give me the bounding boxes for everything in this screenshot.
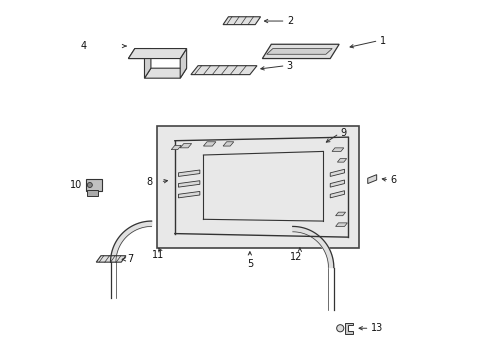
Polygon shape	[344, 323, 353, 334]
Text: 9: 9	[340, 128, 346, 138]
Polygon shape	[128, 49, 186, 59]
Polygon shape	[331, 148, 343, 152]
Polygon shape	[262, 44, 339, 59]
Text: 10: 10	[69, 180, 81, 190]
Polygon shape	[180, 144, 191, 148]
Text: 4: 4	[80, 41, 86, 51]
Polygon shape	[329, 169, 344, 176]
Circle shape	[336, 325, 343, 332]
Polygon shape	[203, 142, 216, 146]
Polygon shape	[96, 256, 125, 262]
Polygon shape	[110, 221, 151, 262]
Text: 13: 13	[370, 323, 383, 333]
Bar	[86, 190, 98, 196]
Text: 11: 11	[152, 250, 164, 260]
Polygon shape	[329, 180, 344, 187]
Polygon shape	[337, 158, 346, 162]
Polygon shape	[335, 212, 345, 216]
Polygon shape	[171, 145, 181, 150]
Polygon shape	[144, 49, 151, 78]
Polygon shape	[178, 192, 200, 198]
Text: 8: 8	[146, 177, 152, 187]
Polygon shape	[190, 66, 257, 75]
Text: 5: 5	[246, 259, 252, 269]
Text: 6: 6	[389, 175, 396, 185]
Text: 1: 1	[379, 36, 385, 46]
Polygon shape	[178, 181, 200, 187]
Polygon shape	[335, 223, 346, 226]
Text: 7: 7	[127, 254, 133, 264]
Polygon shape	[223, 17, 260, 24]
Bar	[85, 179, 102, 191]
Polygon shape	[178, 170, 200, 176]
Polygon shape	[367, 175, 376, 184]
Polygon shape	[266, 49, 331, 54]
Circle shape	[87, 183, 92, 188]
Text: 3: 3	[286, 61, 292, 71]
Text: 12: 12	[289, 252, 302, 262]
Polygon shape	[180, 49, 186, 78]
Polygon shape	[144, 68, 186, 78]
Polygon shape	[292, 226, 333, 267]
Polygon shape	[128, 49, 151, 59]
Bar	[157, 126, 358, 248]
Text: 2: 2	[287, 16, 293, 26]
Polygon shape	[223, 142, 233, 146]
Polygon shape	[329, 191, 344, 198]
